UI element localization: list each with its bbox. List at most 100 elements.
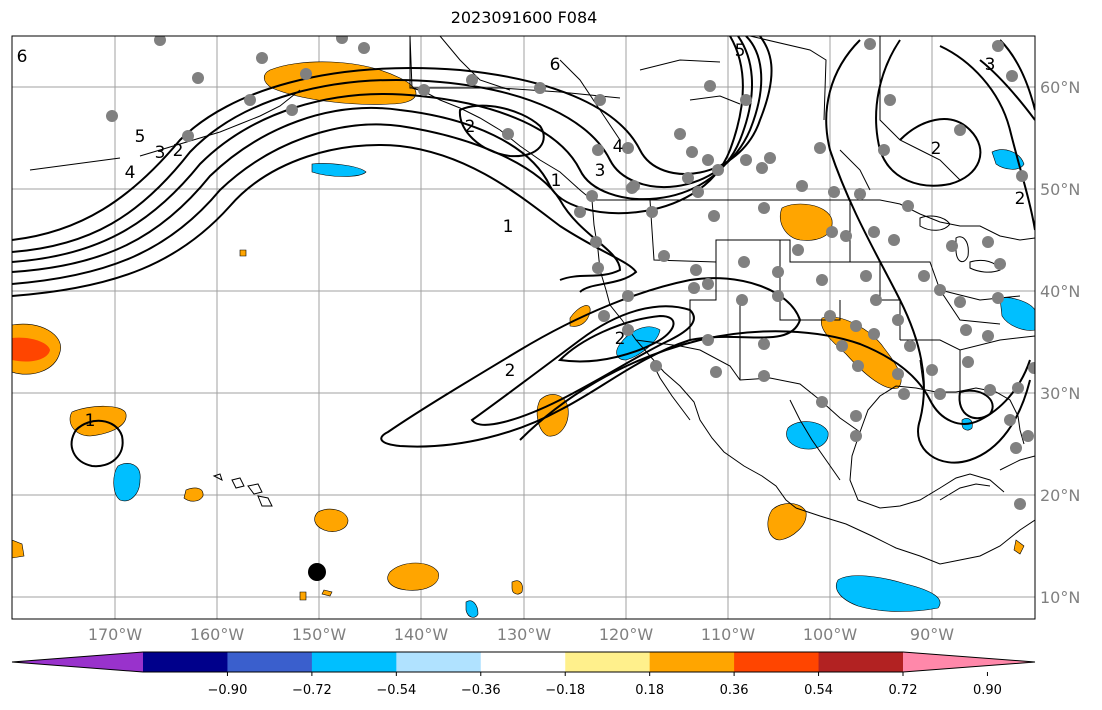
lat-label: 30°N (1040, 384, 1080, 403)
station-dot (106, 110, 118, 122)
station-dot (192, 72, 204, 84)
colorbar-extend-left (12, 652, 143, 672)
station-dot (736, 294, 748, 306)
map-border (11, 35, 1036, 620)
station-dot (622, 142, 634, 154)
contour-ridge-south (380, 277, 802, 448)
station-dot (796, 180, 808, 192)
station-dot (658, 250, 670, 262)
colorbar: −0.90 −0.72 −0.54 −0.36 −0.18 0.18 0.36 0.54 0.7… (11, 651, 1036, 698)
station-dot (702, 154, 714, 166)
station-dot (1012, 382, 1024, 394)
station-dot (816, 396, 828, 408)
station-dot (692, 186, 704, 198)
station-dot (840, 230, 852, 242)
station-dot (982, 236, 994, 248)
station-dot (586, 190, 598, 202)
station-dot (336, 36, 348, 44)
station-dot (534, 82, 546, 94)
contour-label: 2 (465, 117, 476, 137)
lon-label: 120°W (599, 625, 654, 644)
station-dot (466, 74, 478, 86)
station-dot (854, 188, 866, 200)
station-dot (868, 328, 880, 340)
lat-label: 20°N (1040, 486, 1080, 505)
station-dot (772, 290, 784, 302)
lon-label: 130°W (497, 625, 552, 644)
longitude-labels: 170°W 160°W 150°W 140°W 130°W 120°W 110°W 100°W… (88, 625, 954, 644)
storm-center-marker (308, 563, 326, 581)
station-dot (622, 324, 634, 336)
station-dot (850, 410, 862, 422)
contour-label: 2 (1015, 189, 1026, 209)
contour-label: 4 (125, 163, 136, 183)
station-dot (650, 360, 662, 372)
station-dot (954, 124, 966, 136)
station-dot (926, 364, 938, 376)
colorbar-segment (649, 652, 735, 672)
contour-label: 4 (613, 137, 624, 157)
station-dot (154, 36, 166, 46)
station-dot (888, 234, 900, 246)
lat-label: 60°N (1040, 78, 1080, 97)
colorbar-tick-label: 0.36 (720, 683, 749, 698)
station-dot (772, 266, 784, 278)
lon-label: 170°W (88, 625, 143, 644)
station-dot (674, 128, 686, 140)
colorbar-tick-label: 0.72 (889, 683, 918, 698)
colorbar-segment (143, 652, 228, 672)
coastlines (29, 36, 1035, 565)
colorbar-tick-label: −0.18 (545, 683, 585, 698)
station-dot (828, 186, 840, 198)
station-dot (902, 200, 914, 212)
station-dot (860, 270, 872, 282)
station-dot (764, 152, 776, 164)
lon-label: 150°W (292, 625, 347, 644)
station-dot (688, 282, 700, 294)
colorbar-extend-right (903, 652, 1035, 672)
colorbar-tick-label: −0.36 (461, 683, 501, 698)
lat-label: 40°N (1040, 282, 1080, 301)
station-dot (824, 310, 836, 322)
station-dot (954, 296, 966, 308)
station-dot (852, 360, 864, 372)
contour-label: 2 (173, 141, 184, 161)
colorbar-segment (311, 652, 397, 672)
station-dot (1004, 414, 1016, 426)
station-dot (1028, 362, 1035, 374)
station-dot (682, 172, 694, 184)
colorbar-tick-label: −0.54 (376, 683, 416, 698)
station-dot (864, 38, 876, 50)
contour-label: 6 (550, 55, 561, 75)
station-dot (702, 334, 714, 346)
station-markers (106, 36, 1035, 510)
lon-label: 110°W (701, 625, 756, 644)
station-dot (740, 154, 752, 166)
station-dot (758, 202, 770, 214)
station-dot (690, 264, 702, 276)
station-dot (850, 320, 862, 332)
contour-label: 3 (155, 143, 166, 163)
station-dot (1014, 498, 1026, 510)
station-dot (702, 278, 714, 290)
station-dot (244, 94, 256, 106)
orange-area-dakotas (780, 203, 833, 241)
station-dot (590, 236, 602, 248)
station-dot (946, 240, 958, 252)
station-dot (256, 52, 268, 64)
colorbar-outline (11, 651, 1036, 673)
station-dot (598, 310, 610, 322)
station-dot (994, 258, 1006, 270)
lon-label: 140°W (394, 625, 449, 644)
station-dot (982, 330, 994, 342)
height-contours (12, 36, 1035, 468)
orange-area-texas (820, 316, 902, 389)
station-dot (1016, 170, 1028, 182)
station-dot (418, 84, 430, 96)
contour-label: 1 (503, 217, 514, 237)
contour-label: 2 (931, 139, 942, 159)
station-dot (686, 146, 698, 158)
station-dot (1022, 430, 1034, 442)
station-dot (892, 314, 904, 326)
station-dot (1006, 70, 1018, 82)
